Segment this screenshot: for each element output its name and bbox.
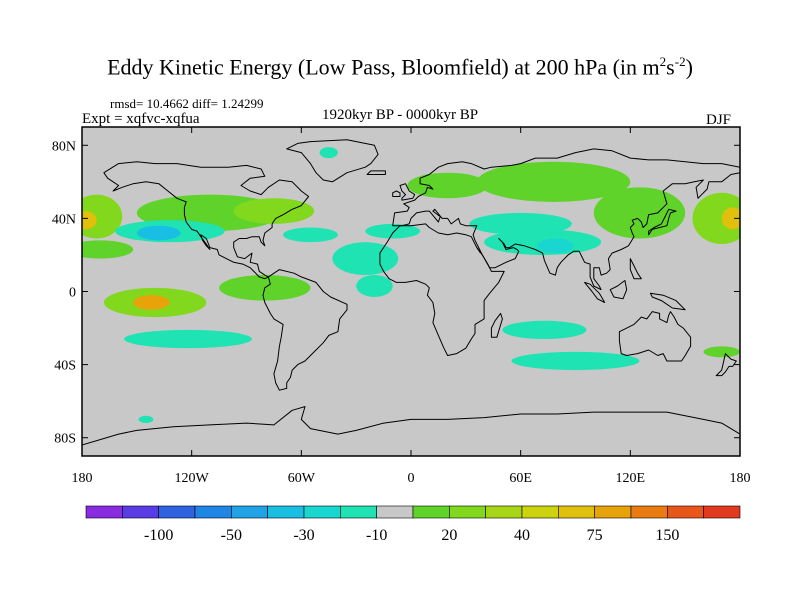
- colorbar-bin: [412, 505, 450, 519]
- colorbar-bin: [485, 505, 523, 519]
- colorbar-bin: [703, 505, 741, 519]
- period-label: 1920kyr BP - 0000kyr BP: [322, 107, 479, 123]
- colorbar-bin: [194, 505, 232, 519]
- anomaly-layer: [82, 147, 740, 424]
- anomaly-southern-indian-negative: [511, 351, 640, 371]
- colorbar-bin: [521, 505, 559, 519]
- colorbar-label: -30: [293, 527, 314, 544]
- colorbar-label: 75: [587, 527, 603, 544]
- coastline-borneo: [609, 280, 628, 300]
- coastline-antarctica: [82, 406, 740, 446]
- colorbar-bin: [85, 505, 123, 519]
- anomaly-indian-ocean-negative: [502, 320, 587, 340]
- coastline-uk: [399, 183, 416, 201]
- coastline-greenland: [286, 139, 379, 183]
- colorbar-bin: [303, 505, 341, 519]
- y-tick-label: 40N: [52, 212, 76, 227]
- season-label: DJF: [706, 112, 732, 128]
- colorbar: -100 -50 -30 -10 20 40 75 150: [85, 505, 741, 544]
- y-tick-label: 0: [69, 286, 76, 301]
- x-tick-label: 120W: [175, 471, 210, 486]
- colorbar-label: 40: [514, 527, 530, 544]
- anomaly-subtropical-pacific-positive: [82, 240, 134, 259]
- coastlines: [82, 139, 740, 446]
- anomaly-equatorial-atlantic-negative: [356, 275, 393, 297]
- anomaly-n-pacific-negative-core: [136, 225, 181, 241]
- anomaly-greenland-negative-patch: [319, 147, 338, 159]
- coastline-north-america: [103, 161, 310, 280]
- y-tick-label: 80N: [52, 139, 76, 154]
- anomaly-n-pacific-east-core: [721, 207, 740, 230]
- anomaly-n-pacific-west-positive: [82, 194, 123, 239]
- colorbar-bin: [231, 505, 268, 519]
- anomaly-siberia-positive: [476, 161, 631, 202]
- anomaly-s-pacific-negative-band: [124, 329, 252, 349]
- anomaly-n-pacific-east-positive: [692, 192, 740, 244]
- coastline-south-america: [262, 269, 348, 391]
- coastline-sumatra: [584, 281, 606, 303]
- anomaly-tasman-positive: [703, 346, 740, 358]
- y-tick-label: 40S: [54, 359, 76, 374]
- x-tick-label: 60E: [509, 471, 532, 486]
- anomaly-s-pacific-core: [133, 295, 170, 310]
- coastline-japan: [648, 208, 677, 236]
- chart-title: Eddy Kinetic Energy (Low Pass, Bloomfiel…: [107, 54, 693, 80]
- colorbar-bin: [630, 505, 668, 519]
- axes: 180 120W 60W 0 60E 120E 180 80N 40N 0 40S 80S: [52, 127, 751, 486]
- anomaly-tropical-atlantic-negative: [332, 242, 399, 276]
- coastline-ireland: [392, 190, 401, 197]
- anomaly-europe-positive: [407, 172, 488, 199]
- colorbar-bin: [594, 505, 632, 519]
- anomaly-s-asia-negative-core: [537, 238, 574, 254]
- colorbar-label: 20: [441, 527, 457, 544]
- colorbar-bin: [376, 505, 414, 519]
- coastline-new-zealand: [715, 353, 737, 377]
- x-tick-label: 180: [72, 471, 93, 486]
- anomaly-n-pacific-west-core: [82, 211, 97, 230]
- x-tick-label: 0: [408, 471, 415, 486]
- coastline-madagascar: [490, 312, 503, 338]
- colorbar-bin: [340, 505, 377, 519]
- x-tick-label: 60W: [288, 471, 316, 486]
- x-tick-label: 120E: [616, 471, 646, 486]
- colorbar-label: -10: [366, 527, 387, 544]
- colorbar-label: -100: [144, 527, 173, 544]
- anomaly-e-atlantic-negative: [365, 223, 421, 239]
- anomaly-e-asia-positive: [593, 187, 686, 239]
- y-tick-label: 80S: [54, 432, 76, 447]
- anomaly-w-atlantic-negative: [283, 227, 338, 243]
- experiment-label: Expt = xqfvc-xqfua: [82, 111, 200, 127]
- colorbar-label: -50: [221, 527, 242, 544]
- anomaly-antarctic-negative-patch: [138, 415, 154, 424]
- coastline-iceland: [366, 170, 386, 175]
- coastline-arabian-outline: [476, 247, 481, 254]
- colorbar-bin: [449, 505, 486, 519]
- coastline-eurasia: [392, 148, 740, 291]
- coastline-australia: [618, 311, 692, 362]
- anomaly-middle-east-negative: [469, 212, 572, 235]
- x-tick-label: 180: [730, 471, 751, 486]
- coastline-new-guinea: [649, 292, 686, 311]
- coastline-africa: [379, 223, 505, 356]
- colorbar-bin: [122, 505, 159, 519]
- colorbar-bin: [158, 505, 196, 519]
- anomaly-n-america-east-positive: [233, 198, 315, 224]
- colorbar-bin: [667, 505, 704, 519]
- stats-text: rmsd= 10.4662 diff= 1.24299: [110, 96, 264, 111]
- colorbar-bin: [267, 505, 305, 519]
- coastline-philippines: [629, 258, 642, 280]
- colorbar-label: 150: [655, 527, 679, 544]
- colorbar-bin: [558, 505, 595, 519]
